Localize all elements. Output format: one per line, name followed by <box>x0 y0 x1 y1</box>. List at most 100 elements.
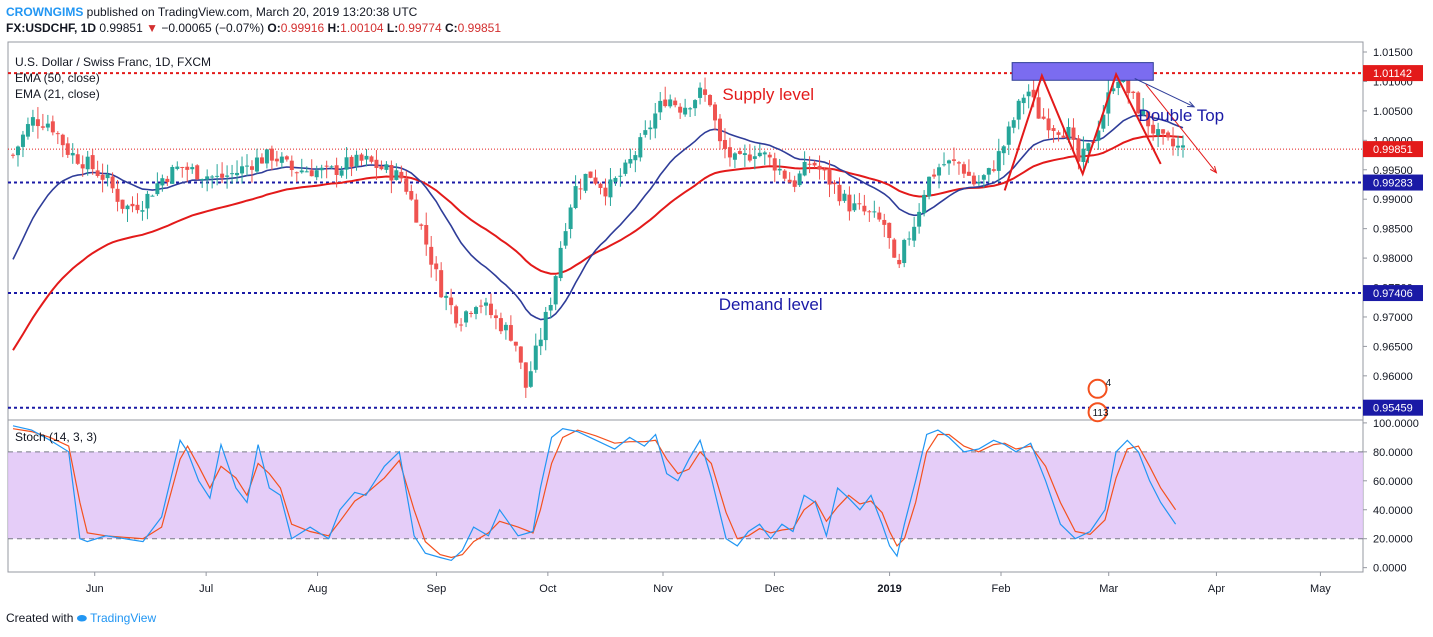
arrow-head <box>1187 101 1196 108</box>
candle-body <box>15 146 20 156</box>
candle-body <box>713 104 717 121</box>
candles <box>11 72 1185 398</box>
candle-body <box>872 211 877 213</box>
candle-body <box>354 154 359 167</box>
candle-body <box>757 152 762 157</box>
candle-body <box>359 154 364 161</box>
change-value: −0.00065 (−0.07%) <box>161 21 265 35</box>
candle-body <box>195 165 200 180</box>
candle-body <box>1051 128 1056 131</box>
candle-body <box>807 163 812 165</box>
chart-frame <box>7 41 1364 573</box>
candle-body <box>245 165 249 167</box>
candle-body <box>1176 145 1181 148</box>
candle-body <box>1151 124 1156 134</box>
candle-body <box>454 306 459 324</box>
candle-body <box>125 205 130 210</box>
candle-body <box>299 170 304 173</box>
candle-body <box>160 178 165 186</box>
price-level-label: 1.01142 <box>1373 68 1412 80</box>
candle-body <box>543 311 548 341</box>
candle-body <box>235 172 240 176</box>
candle-body <box>1161 129 1166 134</box>
candle-body <box>668 99 673 107</box>
candle-body <box>717 118 722 142</box>
author-name[interactable]: CROWNGIMS <box>6 5 84 19</box>
candle-body <box>1101 114 1106 129</box>
candle-body <box>180 166 185 168</box>
candle-body <box>319 167 324 171</box>
candle-body <box>1111 88 1116 92</box>
candle-body <box>742 153 747 155</box>
candle-body <box>334 165 339 175</box>
stoch-k-line <box>12 425 1177 562</box>
candle-body <box>991 169 996 171</box>
candle-body <box>648 127 653 130</box>
time-tick-label: Mar <box>1099 583 1118 595</box>
candle-body <box>498 318 503 332</box>
candle-body <box>404 178 409 192</box>
candle-body <box>877 212 882 220</box>
price-tick-label: 0.98000 <box>1373 253 1413 265</box>
candle-body <box>568 207 573 230</box>
candle-body <box>1136 92 1141 114</box>
candle-body <box>90 155 95 170</box>
time-tick-label: Aug <box>308 583 328 595</box>
candle-body <box>548 305 553 311</box>
candle-body <box>483 302 488 306</box>
candle-body <box>464 311 469 323</box>
candle-body <box>1041 116 1046 119</box>
ema-21-path <box>12 114 1184 321</box>
candle-body <box>981 175 986 180</box>
candle-body <box>279 156 284 163</box>
candle-body <box>737 151 742 154</box>
price-tick-label: 0.98500 <box>1373 224 1413 236</box>
candle-body <box>703 89 708 95</box>
candle-body <box>598 183 603 188</box>
candle-body <box>1036 97 1041 119</box>
candle-body <box>1061 135 1066 138</box>
candle-body <box>1006 126 1011 145</box>
candle-body <box>1086 143 1091 151</box>
candle-body <box>693 100 698 109</box>
legend-ema-50: EMA (50, close) <box>15 71 100 85</box>
candle-body <box>434 263 439 270</box>
candle-body <box>1016 100 1021 120</box>
candle-body <box>663 99 668 107</box>
candle-body <box>832 182 837 185</box>
candle-body <box>1011 120 1016 128</box>
candle-body <box>259 157 264 164</box>
candle-body <box>628 159 633 164</box>
candle-body <box>892 239 897 258</box>
candle-body <box>1071 127 1076 140</box>
candle-body <box>683 107 688 115</box>
candle-body <box>1081 148 1086 163</box>
chart-border <box>7 41 1364 573</box>
stoch-axis: 100.0000 80.0000 60.0000 40.0000 20.0000 0.00… <box>1363 418 1419 575</box>
candle-body <box>329 166 334 168</box>
candle-body <box>932 174 937 177</box>
tradingview-link[interactable]: TradingView <box>90 611 157 625</box>
candle-body <box>1076 138 1081 162</box>
price-tick-label: 0.99500 <box>1373 165 1413 177</box>
candle-body <box>25 124 30 137</box>
candle-body <box>1096 130 1101 141</box>
candle-body <box>961 164 966 174</box>
candle-body <box>842 193 847 201</box>
candle-body <box>369 156 374 162</box>
candle-body <box>479 305 483 307</box>
candle-body <box>165 178 170 183</box>
stochastic-pane <box>8 425 1363 562</box>
candle-body <box>722 139 727 149</box>
stoch-tick-label: 20.0000 <box>1373 534 1413 546</box>
price-tick-label: 0.99000 <box>1373 194 1413 206</box>
candle-body <box>698 87 703 98</box>
close-value: 0.99851 <box>457 21 502 35</box>
candle-body <box>882 219 887 225</box>
candle-body <box>747 154 752 161</box>
candle-body <box>170 166 175 184</box>
candle-body <box>887 222 892 239</box>
candle-body <box>912 226 917 241</box>
candle-body <box>673 100 678 106</box>
